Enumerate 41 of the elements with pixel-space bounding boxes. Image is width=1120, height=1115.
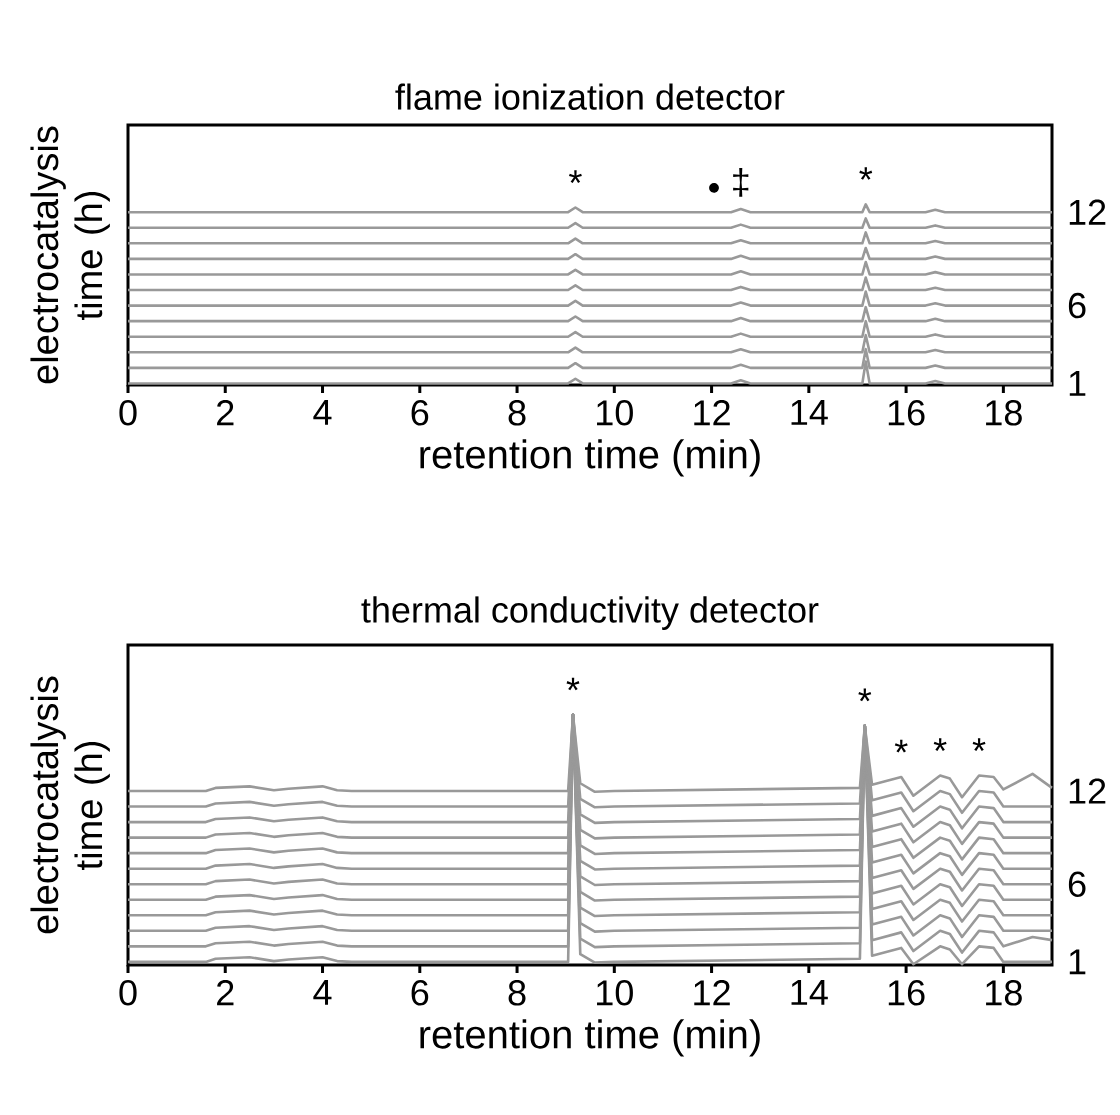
annotation: *	[894, 739, 908, 753]
y-tick-label: 12	[1069, 199, 1106, 225]
annotation: *	[568, 170, 582, 183]
annotation: *	[858, 688, 872, 702]
x-tick-label: 8	[508, 400, 526, 426]
y-tick-label: 6	[1068, 871, 1086, 897]
x-tick-label: 12	[694, 400, 730, 426]
annotation: *	[972, 738, 986, 751]
x-tick-label: 16	[888, 980, 925, 1006]
x-tick-label: 6	[411, 980, 429, 1006]
y-tick-label: 12	[1069, 778, 1106, 804]
y-axis-title: electrocatalysis time (h)	[30, 676, 110, 934]
y-tick-label: 1	[1069, 949, 1086, 975]
annotation: *	[566, 677, 580, 691]
x-tick-label: 16	[888, 400, 925, 426]
x-tick-label: 0	[119, 400, 137, 426]
chart-title: thermal conductivity detector	[361, 596, 819, 630]
x-tick-label: 4	[313, 400, 332, 425]
x-axis-title: retention time (min)	[420, 1019, 760, 1057]
chart-title: flame ionization detector	[395, 83, 785, 110]
annotation: ‡	[733, 168, 749, 197]
x-tick-label: 18	[986, 400, 1022, 426]
x-tick-label: 14	[791, 980, 828, 1005]
x-tick-label: 18	[986, 980, 1022, 1006]
y-axis-title: electrocatalysis time (h)	[30, 126, 110, 384]
x-tick-label: 2	[217, 980, 234, 1006]
y-tick-label: 6	[1068, 292, 1086, 319]
x-tick-label: 0	[119, 980, 137, 1006]
x-tick-label: 10	[597, 980, 633, 1006]
x-tick-label: 10	[597, 400, 633, 426]
x-tick-label: 8	[508, 980, 526, 1006]
x-axis-title: retention time (min)	[420, 439, 760, 477]
annotation: *	[859, 167, 873, 180]
annotation: *	[933, 738, 947, 751]
x-tick-label: 6	[411, 400, 429, 426]
x-tick-label: 12	[694, 980, 730, 1006]
y-tick-label: 1	[1069, 371, 1086, 396]
x-tick-label: 14	[791, 400, 828, 425]
x-tick-label: 2	[217, 400, 234, 426]
annotation: •	[709, 182, 719, 193]
x-tick-label: 4	[313, 980, 332, 1005]
